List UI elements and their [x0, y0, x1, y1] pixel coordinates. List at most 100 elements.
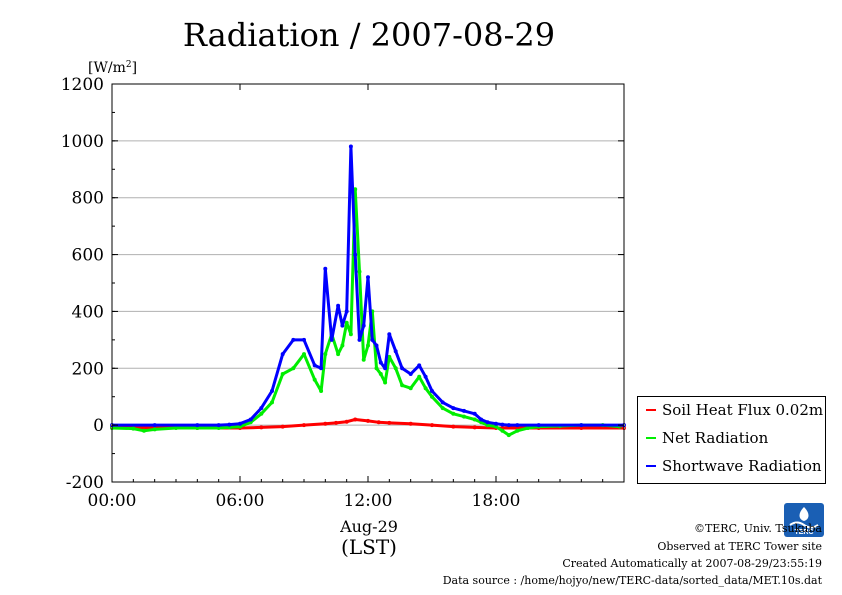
series-point-1: [301, 352, 306, 357]
legend-item-net-radiation: Net Radiation: [646, 429, 768, 447]
series-point-2: [378, 360, 383, 365]
series-point-2: [329, 337, 334, 342]
series-point-1: [323, 352, 328, 357]
series-point-2: [417, 363, 422, 368]
credit-source: Data source : /home/hojyo/new/TERC-data/…: [442, 574, 822, 587]
series-point-2: [312, 363, 317, 368]
y-tick-label: -200: [66, 473, 104, 493]
x-tick-label: 12:00: [344, 491, 393, 511]
series-point-2: [387, 332, 392, 337]
series-point-2: [451, 406, 456, 411]
series-point-2: [248, 417, 253, 422]
series-point-2: [440, 400, 445, 405]
series-point-2: [515, 423, 520, 428]
series-point-1: [429, 394, 434, 399]
series-point-1: [259, 411, 264, 416]
series-point-2: [269, 388, 274, 393]
series-point-2: [472, 411, 477, 416]
series-point-2: [323, 266, 328, 271]
series-point-2: [400, 366, 405, 371]
series-point-2: [301, 337, 306, 342]
legend-item-shortwave-radiation: Shortwave Radiation: [646, 457, 822, 475]
series-point-1: [374, 366, 379, 371]
series-point-2: [348, 144, 353, 149]
credit-created: Created Automatically at 2007-08-29/23:5…: [562, 557, 822, 570]
series-point-2: [361, 323, 366, 328]
series-point-2: [357, 337, 362, 342]
series-point-2: [408, 371, 413, 376]
legend: Soil Heat Flux 0.02m Net Radiation Short…: [637, 396, 826, 484]
series-point-2: [536, 423, 541, 428]
series-point-1: [319, 388, 324, 393]
series-point-0: [323, 421, 328, 426]
y-tick-label: 600: [72, 246, 104, 266]
series-point-0: [451, 424, 456, 429]
series-point-2: [195, 423, 200, 428]
x-tick-label: 18:00: [472, 491, 521, 511]
series-point-0: [353, 417, 358, 422]
series-point-2: [461, 408, 466, 413]
terc-logo: TERC: [784, 503, 824, 537]
series-point-2: [319, 366, 324, 371]
series-point-2: [383, 366, 388, 371]
legend-swatch-red: [646, 409, 656, 411]
series-point-0: [376, 420, 381, 425]
series-point-1: [400, 383, 405, 388]
series-point-1: [291, 366, 296, 371]
wave-icon: [789, 521, 819, 529]
series-point-1: [131, 426, 136, 431]
series-point-2: [493, 421, 498, 426]
series-point-0: [259, 425, 264, 430]
series-point-2: [340, 323, 345, 328]
series-point-0: [301, 423, 306, 428]
series-point-0: [344, 419, 349, 424]
series-layer: [110, 144, 627, 438]
series-point-2: [280, 352, 285, 357]
series-point-2: [393, 349, 398, 354]
series-point-2: [370, 337, 375, 342]
series-point-0: [365, 418, 370, 423]
series-point-0: [429, 423, 434, 428]
series-point-2: [259, 406, 264, 411]
series-point-2: [336, 303, 341, 308]
series-point-1: [378, 371, 383, 376]
series-point-1: [336, 352, 341, 357]
series-point-2: [374, 343, 379, 348]
x-tick-label: 00:00: [88, 491, 137, 511]
credit-observed: Observed at TERC Tower site: [657, 540, 822, 553]
series-point-1: [461, 414, 466, 419]
logo-text: TERC: [794, 529, 813, 536]
series-point-2: [500, 422, 505, 427]
drop-icon: [799, 507, 809, 521]
series-point-2: [237, 421, 242, 426]
x-axis-date-label: Aug-29: [339, 517, 398, 536]
series-point-2: [429, 388, 434, 393]
series-point-1: [152, 427, 157, 432]
legend-swatch-blue: [646, 465, 656, 467]
y-tick-label: 200: [72, 359, 104, 379]
series-point-1: [383, 380, 388, 385]
y-tick-label: 1000: [61, 132, 104, 152]
chart-title: Radiation / 2007-08-29: [183, 16, 555, 54]
series-point-1: [408, 386, 413, 391]
series-point-1: [312, 377, 317, 382]
series-point-2: [579, 423, 584, 428]
series-point-1: [451, 411, 456, 416]
series-point-1: [340, 343, 345, 348]
series-point-1: [269, 400, 274, 405]
credit-copyright: ©TERC, Univ. Tsukuba: [693, 522, 822, 535]
y-tick-label: 800: [72, 189, 104, 209]
series-point-2: [423, 374, 428, 379]
series-point-1: [141, 428, 146, 433]
series-point-1: [506, 433, 511, 438]
legend-label: Shortwave Radiation: [662, 457, 822, 475]
series-point-1: [280, 371, 285, 376]
y-tick-label: 1200: [61, 75, 104, 95]
legend-item-soil-heat-flux: Soil Heat Flux 0.02m: [646, 401, 823, 419]
series-point-1: [365, 343, 370, 348]
series-point-2: [485, 420, 490, 425]
y-axis-unit-sup: 2: [126, 60, 132, 70]
series-point-2: [344, 309, 349, 314]
series-point-2: [353, 252, 358, 257]
